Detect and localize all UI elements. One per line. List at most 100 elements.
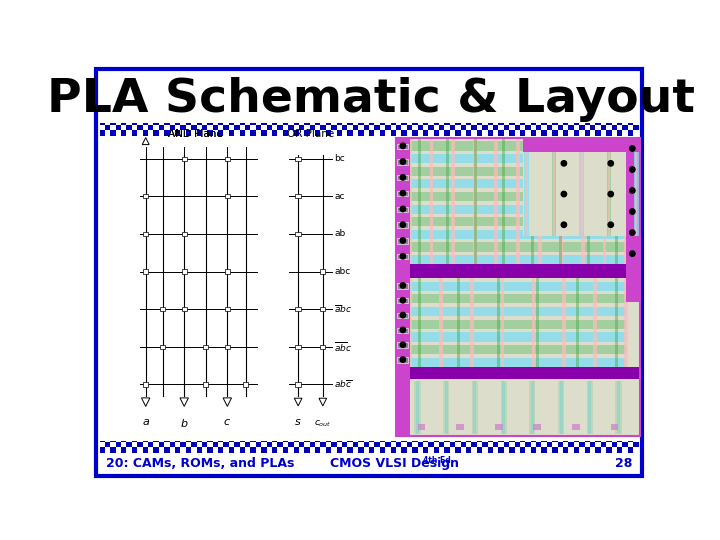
Bar [138, 442, 143, 448]
Bar [590, 441, 595, 442]
Bar [180, 125, 186, 130]
Bar [477, 448, 482, 453]
Bar [320, 125, 326, 130]
Bar [180, 123, 186, 125]
Text: bc: bc [334, 154, 345, 163]
Bar [99, 442, 105, 448]
Bar [153, 442, 159, 448]
Bar [143, 130, 148, 136]
Bar [379, 441, 385, 442]
Bar [148, 123, 153, 125]
Bar [418, 441, 423, 442]
Bar [410, 242, 626, 252]
Bar [181, 307, 187, 311]
Bar [320, 269, 325, 274]
Bar [552, 441, 558, 442]
Bar [105, 125, 110, 130]
Bar [121, 130, 127, 136]
Bar [223, 123, 229, 125]
Bar [477, 441, 482, 442]
Bar [203, 345, 209, 349]
Bar [430, 138, 433, 264]
Bar [547, 448, 552, 453]
Bar [541, 441, 547, 442]
Bar [288, 442, 294, 448]
Bar [487, 441, 493, 442]
Bar [568, 442, 574, 448]
Bar [466, 441, 472, 442]
Bar [266, 442, 272, 448]
Bar [444, 130, 450, 136]
Polygon shape [319, 398, 327, 406]
Bar [624, 138, 628, 264]
Bar [541, 125, 547, 130]
Bar [164, 123, 170, 125]
Bar [326, 442, 331, 448]
Bar [444, 123, 450, 125]
Bar [617, 381, 620, 434]
Bar [397, 159, 408, 165]
Bar [212, 448, 218, 453]
Bar [504, 441, 509, 442]
Bar [240, 442, 245, 448]
Bar [412, 125, 418, 130]
Bar [547, 125, 552, 130]
Bar [240, 130, 245, 136]
Bar [585, 130, 590, 136]
Bar [272, 441, 277, 442]
Bar [288, 130, 294, 136]
Bar [558, 441, 563, 442]
Bar [299, 448, 305, 453]
Bar [617, 442, 622, 448]
Bar [181, 269, 187, 274]
Circle shape [400, 298, 405, 303]
Bar [461, 442, 466, 448]
Bar [315, 441, 320, 442]
Bar [524, 152, 529, 237]
Bar [207, 448, 212, 453]
Bar [99, 130, 105, 136]
Bar [212, 123, 218, 125]
Bar [466, 130, 472, 136]
Bar [552, 125, 558, 130]
Text: $ab\overline{c}$: $ab\overline{c}$ [334, 379, 353, 390]
Circle shape [400, 159, 405, 164]
Bar [105, 441, 110, 442]
Bar [428, 125, 433, 130]
Bar [359, 130, 364, 136]
Bar [611, 423, 618, 430]
Bar [127, 123, 132, 125]
Bar [127, 125, 132, 130]
Bar [477, 123, 482, 125]
Bar [504, 448, 509, 453]
Bar [337, 125, 342, 130]
Bar [359, 448, 364, 453]
Bar [401, 125, 407, 130]
Bar [450, 130, 455, 136]
Bar [595, 442, 600, 448]
Bar [234, 130, 240, 136]
Bar [590, 123, 595, 125]
Bar [581, 138, 585, 264]
Bar [477, 125, 482, 130]
Bar [600, 442, 606, 448]
Bar [229, 448, 234, 453]
Bar [283, 123, 288, 125]
Bar [326, 130, 331, 136]
Bar [541, 448, 547, 453]
Bar [466, 123, 472, 125]
Bar [295, 232, 301, 236]
Bar [595, 123, 600, 125]
Bar [283, 441, 288, 442]
Bar [633, 448, 639, 453]
Bar [369, 125, 374, 130]
Bar [622, 123, 628, 125]
Bar [600, 125, 606, 130]
Bar [563, 125, 568, 130]
Bar [132, 125, 138, 130]
Bar [251, 125, 256, 130]
Bar [110, 448, 116, 453]
Bar [520, 123, 526, 125]
Bar [180, 130, 186, 136]
Bar [558, 125, 563, 130]
